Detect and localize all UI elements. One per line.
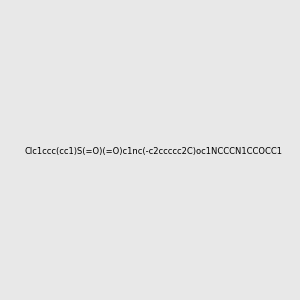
Text: Clc1ccc(cc1)S(=O)(=O)c1nc(-c2ccccc2C)oc1NCCCN1CCOCC1: Clc1ccc(cc1)S(=O)(=O)c1nc(-c2ccccc2C)oc1… — [25, 147, 283, 156]
